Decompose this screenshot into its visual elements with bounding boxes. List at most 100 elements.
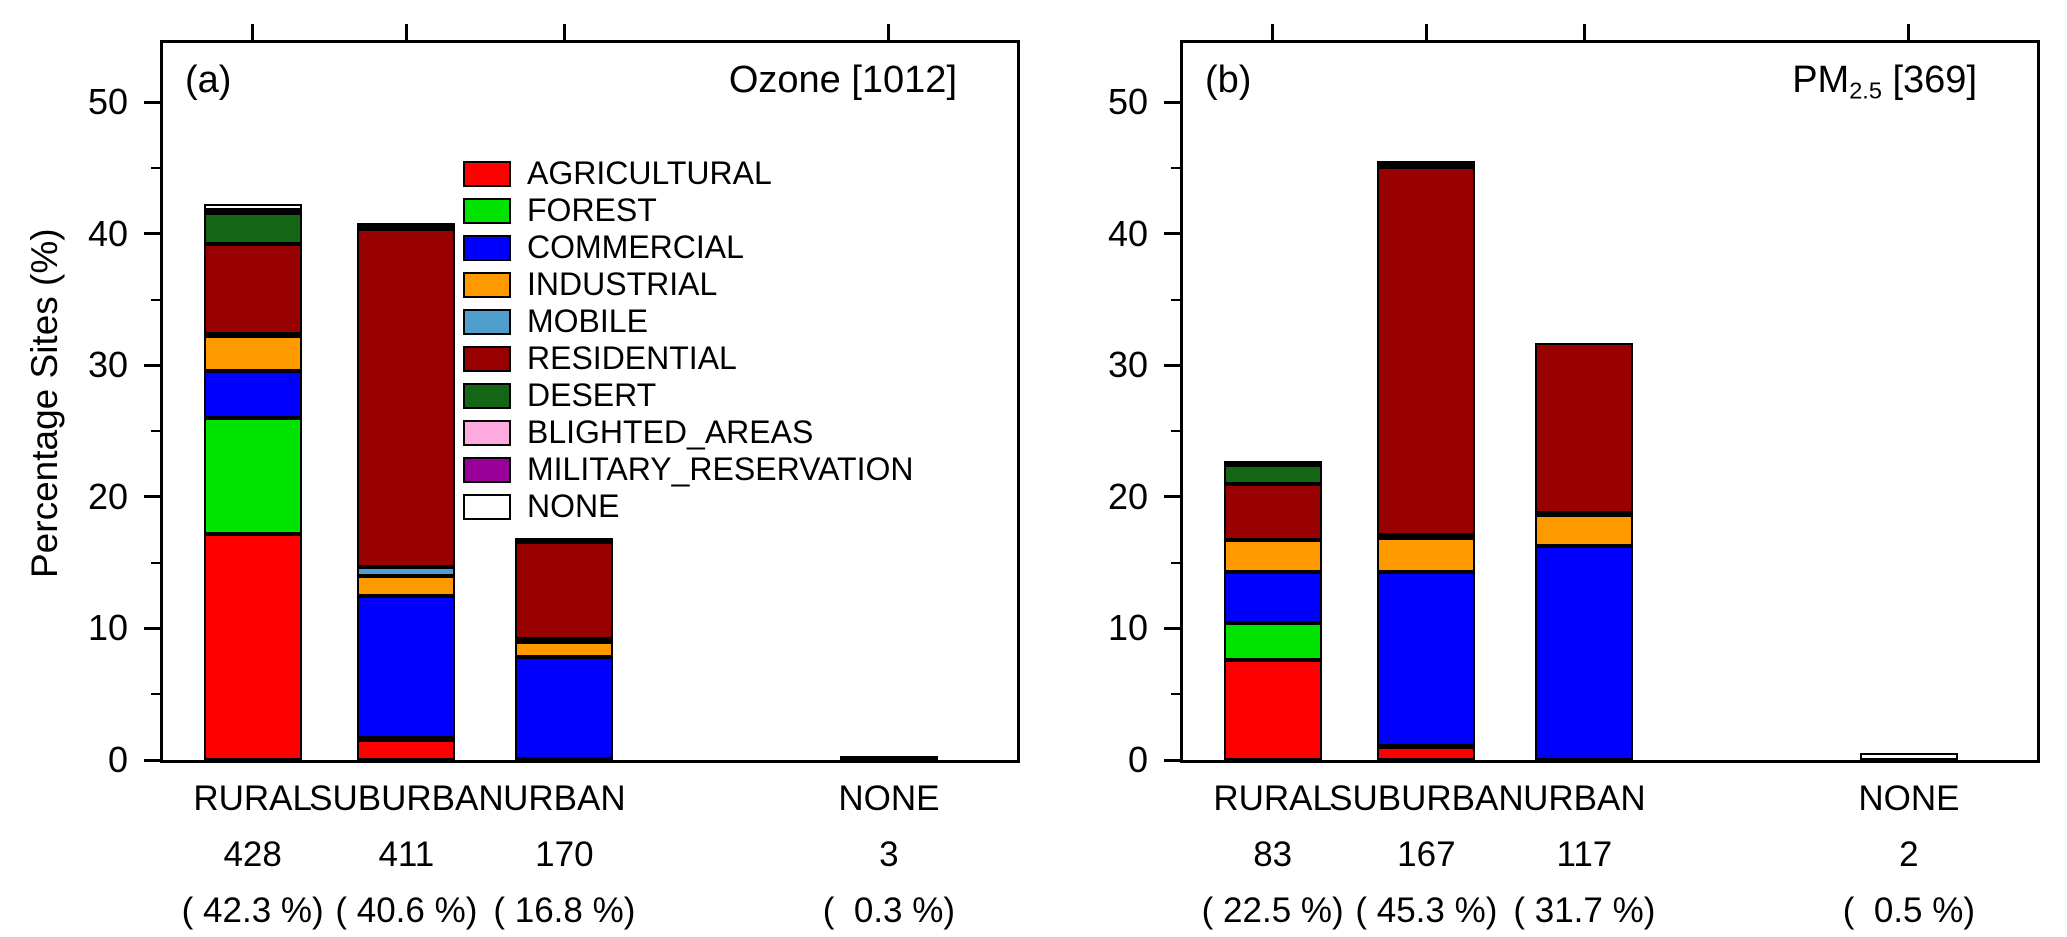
bar-segment-mobile xyxy=(357,566,456,576)
legend-swatch-industrial xyxy=(463,271,511,298)
y-axis-tick-label: 50 xyxy=(87,81,128,123)
legend-row: COMMERCIAL xyxy=(463,229,913,266)
y-axis-tick xyxy=(1164,100,1180,104)
category-percent: ( 22.5 %) xyxy=(1201,891,1344,930)
y-axis-tick xyxy=(1164,758,1180,762)
category-label: NONE xyxy=(838,779,940,818)
legend-swatch-residential xyxy=(463,345,511,372)
y-axis-minor-tick xyxy=(151,561,160,564)
category-count: 411 xyxy=(378,835,435,874)
x-axis-top-tick xyxy=(1907,24,1911,40)
y-axis-tick-label: 20 xyxy=(1107,475,1148,517)
panel-title-pm25: PM2.5 [369] xyxy=(1792,59,1977,105)
x-axis-top-tick xyxy=(1271,24,1275,40)
bar-segment-none xyxy=(203,203,302,211)
y-axis-minor-tick xyxy=(1171,693,1180,696)
legend-swatch-blighted_areas xyxy=(463,419,511,446)
y-axis-minor-tick xyxy=(151,166,160,169)
legend-label: COMMERCIAL xyxy=(527,229,744,265)
x-axis-top-tick xyxy=(887,24,891,40)
y-axis-tick xyxy=(144,758,160,762)
y-axis-tick-label: 10 xyxy=(1107,607,1148,649)
panel-title-subscript: 2.5 xyxy=(1849,77,1882,104)
legend-label: RESIDENTIAL xyxy=(527,340,737,376)
panel-title-text: [369] xyxy=(1881,59,1977,101)
y-axis-tick-label: 0 xyxy=(1127,739,1148,780)
category-label-block: URBAN 170 ( 16.8 %) xyxy=(434,779,694,931)
y-axis-title: Percentage Sites (%) xyxy=(24,228,65,578)
x-axis-top-tick xyxy=(1424,24,1428,40)
bar-segment-industrial xyxy=(357,575,456,596)
y-axis-tick-label: 30 xyxy=(1107,344,1148,386)
legend-label: NONE xyxy=(527,488,620,524)
y-axis-tick-label: 0 xyxy=(107,739,128,780)
bar-segment-none xyxy=(515,537,614,542)
y-axis-tick xyxy=(1164,232,1180,236)
category-label-block: SUBURBAN 411 ( 40.6 %) xyxy=(276,779,536,931)
category-label: RURAL xyxy=(193,779,312,818)
bar-segment-residential xyxy=(1223,483,1322,541)
bar-segment-commercial xyxy=(203,370,302,418)
bar-segment-commercial xyxy=(1377,571,1476,746)
bar-segment-agricultural xyxy=(357,740,456,760)
legend-swatch-forest xyxy=(463,197,511,224)
bar-segment-commercial xyxy=(1223,571,1322,624)
y-axis-tick-label: 50 xyxy=(1107,81,1148,123)
legend-label: FOREST xyxy=(527,192,657,228)
bar-segment-industrial xyxy=(1377,537,1476,572)
y-axis-tick-label: 10 xyxy=(87,607,128,649)
bar-segment-commercial xyxy=(515,657,614,759)
x-axis-top-tick xyxy=(1582,24,1586,40)
y-axis-minor-tick xyxy=(151,693,160,696)
legend-label: MILITARY_RESERVATION xyxy=(527,451,914,487)
y-axis-tick xyxy=(144,100,160,104)
legend-row: DESERT xyxy=(463,377,913,414)
panel-title-text: PM xyxy=(1792,59,1850,101)
panel-letter-a: (a) xyxy=(185,59,232,101)
y-axis-tick xyxy=(1164,495,1180,499)
bar-segment-none xyxy=(839,756,938,760)
bar-segment-none xyxy=(1377,161,1476,166)
bar-segment-forest xyxy=(1223,623,1322,661)
legend-row: AGRICULTURAL xyxy=(463,155,913,192)
category-count: 428 xyxy=(223,835,282,874)
legend-row: RESIDENTIAL xyxy=(463,340,913,377)
bar-segment-none xyxy=(357,223,456,228)
panel-title-ozone: Ozone [1012] xyxy=(729,59,957,102)
category-count: 117 xyxy=(1556,835,1613,874)
category-label: NONE xyxy=(1858,779,1960,818)
category-label: URBAN xyxy=(503,779,626,818)
category-count: 167 xyxy=(1397,835,1456,874)
category-label-block: NONE 2 ( 0.5 %) xyxy=(1779,779,2039,931)
y-axis-tick-label: 30 xyxy=(87,344,128,386)
category-count: 83 xyxy=(1253,835,1293,874)
bar-segment-desert xyxy=(1223,465,1322,484)
legend-swatch-commercial xyxy=(463,234,511,261)
bar-segment-industrial xyxy=(515,641,614,658)
category-percent: ( 42.3 %) xyxy=(181,891,324,930)
panel-title-text: Ozone [1012] xyxy=(728,59,957,101)
category-label-block: SUBURBAN 167 ( 45.3 %) xyxy=(1296,779,1556,931)
plot-area-ozone: (a) Ozone [1012] AGRICULTURAL FOREST COMME… xyxy=(88,24,1020,780)
y-axis-tick-label: 20 xyxy=(87,475,128,517)
category-label-block: RURAL 428 ( 42.3 %) xyxy=(123,779,383,931)
category-percent: ( 16.8 %) xyxy=(493,891,636,930)
y-axis-minor-tick xyxy=(151,430,160,433)
category-count: 2 xyxy=(1899,835,1919,874)
bar-segment-agricultural xyxy=(1223,660,1322,760)
plot-area-pm25: (b) PM2.5 [369] 0 10 20 30 40 50 xyxy=(1108,24,2040,780)
x-axis-top-tick xyxy=(404,24,408,40)
legend-swatch-none xyxy=(463,493,511,520)
y-axis-tick-label: 40 xyxy=(1107,212,1148,254)
bar-segment-residential xyxy=(515,541,614,639)
legend-row: MILITARY_RESERVATION xyxy=(463,451,913,488)
y-axis-minor-tick xyxy=(1171,430,1180,433)
legend-label: BLIGHTED_AREAS xyxy=(527,414,814,450)
legend-label: AGRICULTURAL xyxy=(527,155,772,191)
bar-segment-industrial xyxy=(1535,515,1634,546)
y-axis-minor-tick xyxy=(151,298,160,301)
bar-segment-residential xyxy=(1535,342,1634,513)
legend-row: NONE xyxy=(463,488,913,525)
legend-swatch-mobile xyxy=(463,308,511,335)
